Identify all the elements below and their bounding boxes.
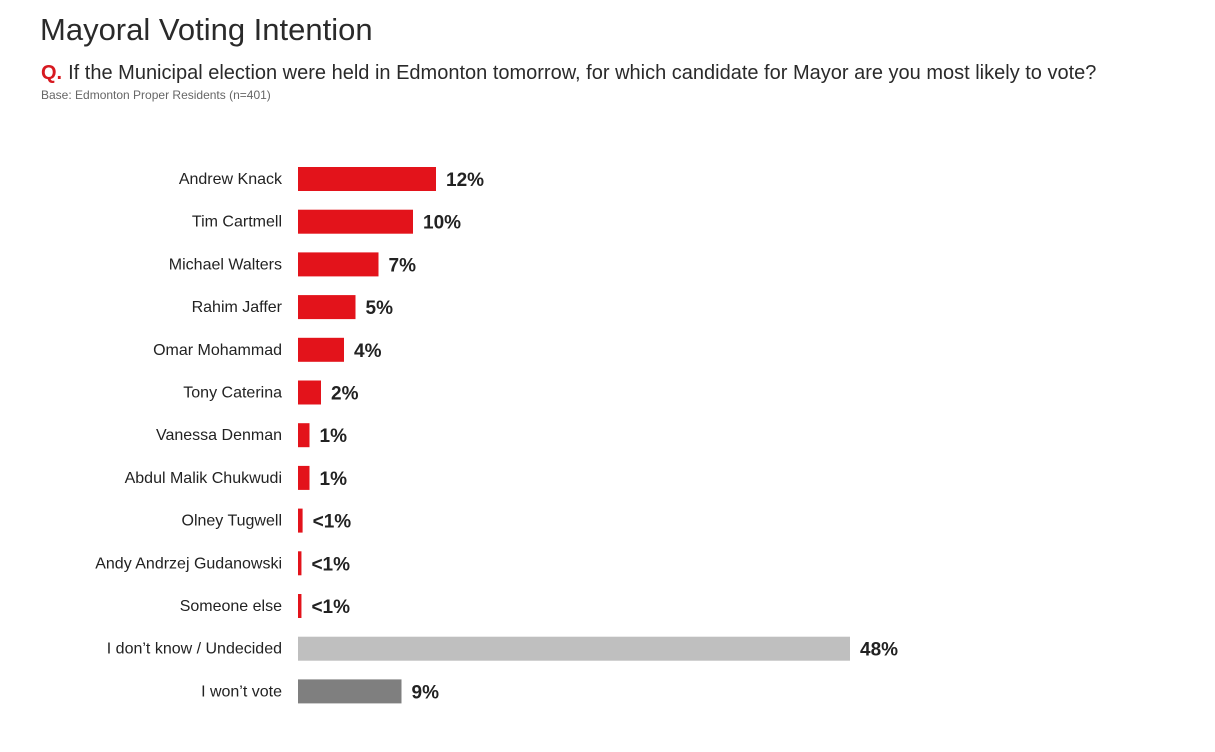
bar xyxy=(298,423,310,448)
value-label: 1% xyxy=(320,469,348,490)
bar xyxy=(298,551,302,576)
value-label: 10% xyxy=(423,213,461,234)
value-label: <1% xyxy=(311,597,350,618)
value-label: 5% xyxy=(366,298,394,319)
category-label: Rahim Jaffer xyxy=(192,299,283,316)
category-label: Someone else xyxy=(180,598,282,615)
bar xyxy=(298,465,310,490)
bar xyxy=(298,508,303,533)
value-label: <1% xyxy=(311,554,350,575)
value-label: 12% xyxy=(446,170,484,191)
value-label: 9% xyxy=(412,682,440,703)
question-text: If the Municipal election were held in E… xyxy=(68,62,1097,84)
bar xyxy=(298,594,302,618)
category-label: Tim Cartmell xyxy=(192,214,282,231)
base-note: Base: Edmonton Proper Residents (n=401) xyxy=(41,88,271,102)
bar xyxy=(298,679,402,704)
category-label: Michael Walters xyxy=(169,256,282,273)
bar xyxy=(298,337,344,362)
category-label: Vanessa Denman xyxy=(156,427,282,444)
value-label: 4% xyxy=(354,341,382,362)
value-label: <1% xyxy=(313,512,352,533)
bar xyxy=(298,636,850,661)
question-label: Q. xyxy=(41,62,63,84)
category-label: I don’t know / Undecided xyxy=(107,641,282,658)
bar xyxy=(298,295,356,320)
bar xyxy=(298,252,379,277)
value-label: 1% xyxy=(320,426,348,447)
question-line: Q. If the Municipal election were held in… xyxy=(41,62,1096,85)
category-label: Olney Tugwell xyxy=(182,513,283,530)
category-label: Andy Andrzej Gudanowski xyxy=(95,555,282,572)
bar xyxy=(298,167,436,191)
value-label: 7% xyxy=(389,255,417,276)
value-label: 2% xyxy=(331,384,359,405)
category-label: Omar Mohammad xyxy=(153,342,282,359)
category-label: Andrew Knack xyxy=(179,171,283,188)
category-label: Abdul Malik Chukwudi xyxy=(125,470,282,487)
bar xyxy=(298,380,321,405)
bar xyxy=(298,209,413,234)
category-label: I won’t vote xyxy=(201,683,282,700)
chart-title: Mayoral Voting Intention xyxy=(40,12,373,47)
category-label: Tony Caterina xyxy=(183,385,282,402)
value-label: 48% xyxy=(860,640,898,661)
